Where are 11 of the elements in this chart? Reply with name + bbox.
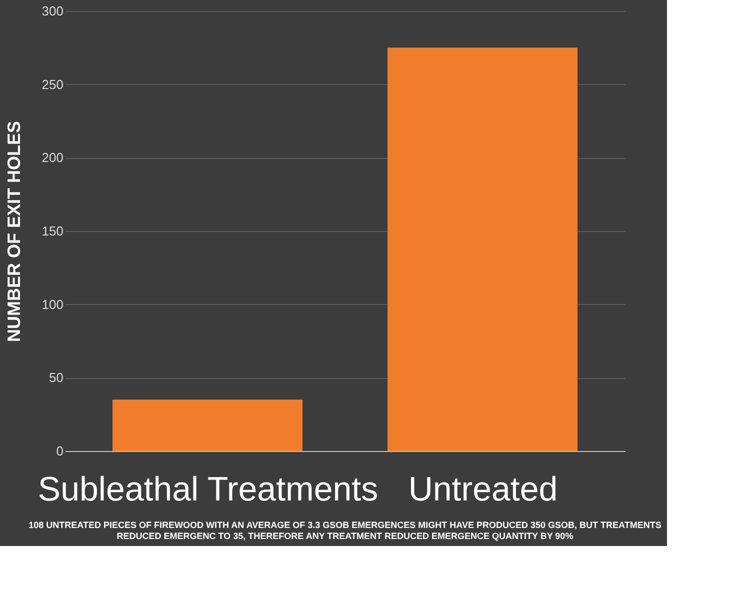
y-tick-label: 50 [49,370,64,386]
y-tick-label: 250 [42,76,64,92]
x-tick-label: Untreated [408,470,558,508]
y-tick-label: 100 [42,296,64,312]
x-tick-label: Subleathal Treatments [38,470,378,508]
y-tick-label: 0 [56,444,64,458]
y-tick-label: 200 [42,150,64,166]
y-tick-label: 150 [42,224,64,238]
y-axis-title: NUMBER OF EXIT HOLES [4,120,24,342]
y-tick-label: 300 [42,4,64,18]
text: 108 UNTREATED PIECES OF FIREWOOD WITH AN AVERAGE OF 3.3 GSOB EMERGENCES MIGHT HAVE PRODUCED 350 GSOB, BUT TREATMENTS REDUCED EMERGENC TO 35, THEREFORE ANY TREATMENT REDUCED EMERGENCE QUANTITY BY 90% [28,520,662,541]
